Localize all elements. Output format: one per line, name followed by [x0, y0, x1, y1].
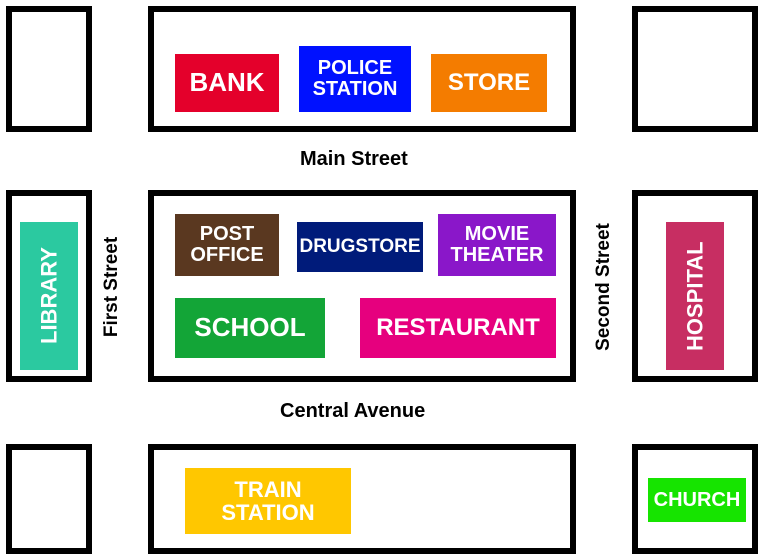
map-canvas: Main Street Central Avenue First Street … — [0, 0, 764, 560]
block-top-left — [6, 6, 92, 132]
building-post-office: POST OFFICE — [175, 214, 279, 276]
building-school: SCHOOL — [175, 298, 325, 358]
building-bank: BANK — [175, 54, 279, 112]
street-second: Second Street — [593, 223, 615, 351]
block-bot-left — [6, 444, 92, 554]
building-library: LIBRARY — [20, 222, 78, 370]
street-main: Main Street — [300, 148, 408, 171]
building-drugstore: DRUGSTORE — [297, 222, 423, 272]
street-central: Central Avenue — [280, 400, 425, 423]
building-restaurant: RESTAURANT — [360, 298, 556, 358]
street-first: First Street — [101, 237, 123, 337]
block-top-right — [632, 6, 758, 132]
building-police: POLICE STATION — [299, 46, 411, 112]
building-movie-theater: MOVIE THEATER — [438, 214, 556, 276]
building-hospital: HOSPITAL — [666, 222, 724, 370]
building-church: CHURCH — [648, 478, 746, 522]
building-store: STORE — [431, 54, 547, 112]
building-train-station: TRAIN STATION — [185, 468, 351, 534]
